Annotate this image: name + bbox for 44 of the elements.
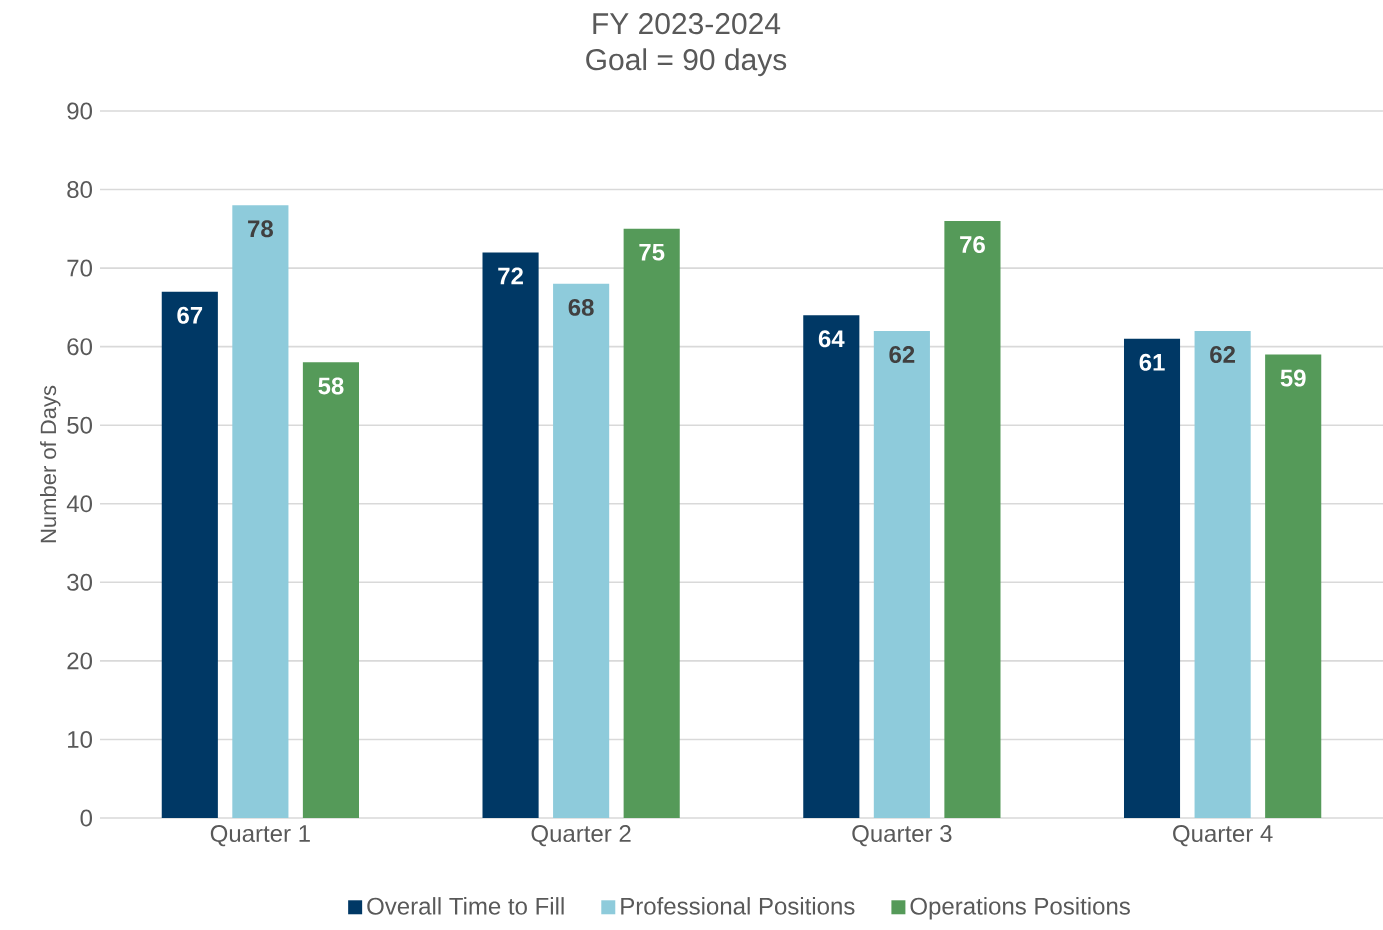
legend-label: Overall Time to Fill	[367, 897, 564, 915]
bar	[232, 205, 289, 818]
x-tick-label: Quarter 1	[210, 825, 310, 847]
y-axis-title: Number of Days	[40, 385, 61, 543]
bar	[873, 330, 930, 818]
x-tick-label: Quarter 3	[852, 825, 952, 847]
y-tick-label: 60	[67, 338, 93, 356]
bar	[623, 228, 680, 818]
y-tick-label: 20	[67, 652, 93, 670]
x-tick-label: Quarter 4	[1173, 825, 1273, 847]
bar	[302, 362, 360, 818]
y-tick-label: 0	[80, 809, 93, 827]
bar	[161, 291, 218, 818]
y-tick-label: 10	[68, 730, 93, 748]
data-label: 72	[498, 267, 523, 285]
data-label: 59	[1280, 369, 1306, 387]
y-tick-label: 80	[67, 181, 93, 199]
bar	[1194, 330, 1251, 818]
bar	[1124, 338, 1181, 818]
data-label: 67	[177, 306, 203, 324]
legend-label: Professional Positions	[621, 897, 855, 915]
data-label: 78	[248, 220, 273, 238]
data-label: 58	[318, 377, 344, 395]
data-label: 76	[960, 236, 985, 254]
bar	[1265, 354, 1322, 818]
bar	[553, 283, 610, 818]
data-label: 62	[889, 346, 915, 363]
bar	[803, 315, 860, 818]
chart-title: FY 2023-2024	[593, 13, 781, 35]
legend-label: Operations Positions	[910, 897, 1130, 920]
x-tick-label: Quarter 2	[531, 825, 631, 847]
bar	[482, 252, 539, 818]
data-label: 64	[818, 330, 845, 348]
chart-subtitle: Goal = 90 days	[586, 48, 787, 77]
data-label: 75	[639, 243, 665, 261]
data-label: 62	[1210, 346, 1236, 363]
bar	[944, 220, 1001, 818]
data-label: 61	[1139, 353, 1165, 371]
y-tick-label: 40	[66, 495, 93, 513]
y-tick-label: 90	[67, 102, 93, 120]
y-tick-label: 30	[67, 573, 93, 591]
y-tick-label: 70	[67, 259, 93, 277]
data-label: 68	[568, 298, 594, 316]
y-tick-label: 50	[67, 416, 93, 434]
